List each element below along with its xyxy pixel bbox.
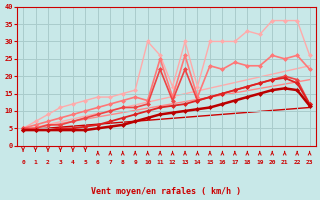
X-axis label: Vent moyen/en rafales ( km/h ): Vent moyen/en rafales ( km/h ) [91,187,241,196]
